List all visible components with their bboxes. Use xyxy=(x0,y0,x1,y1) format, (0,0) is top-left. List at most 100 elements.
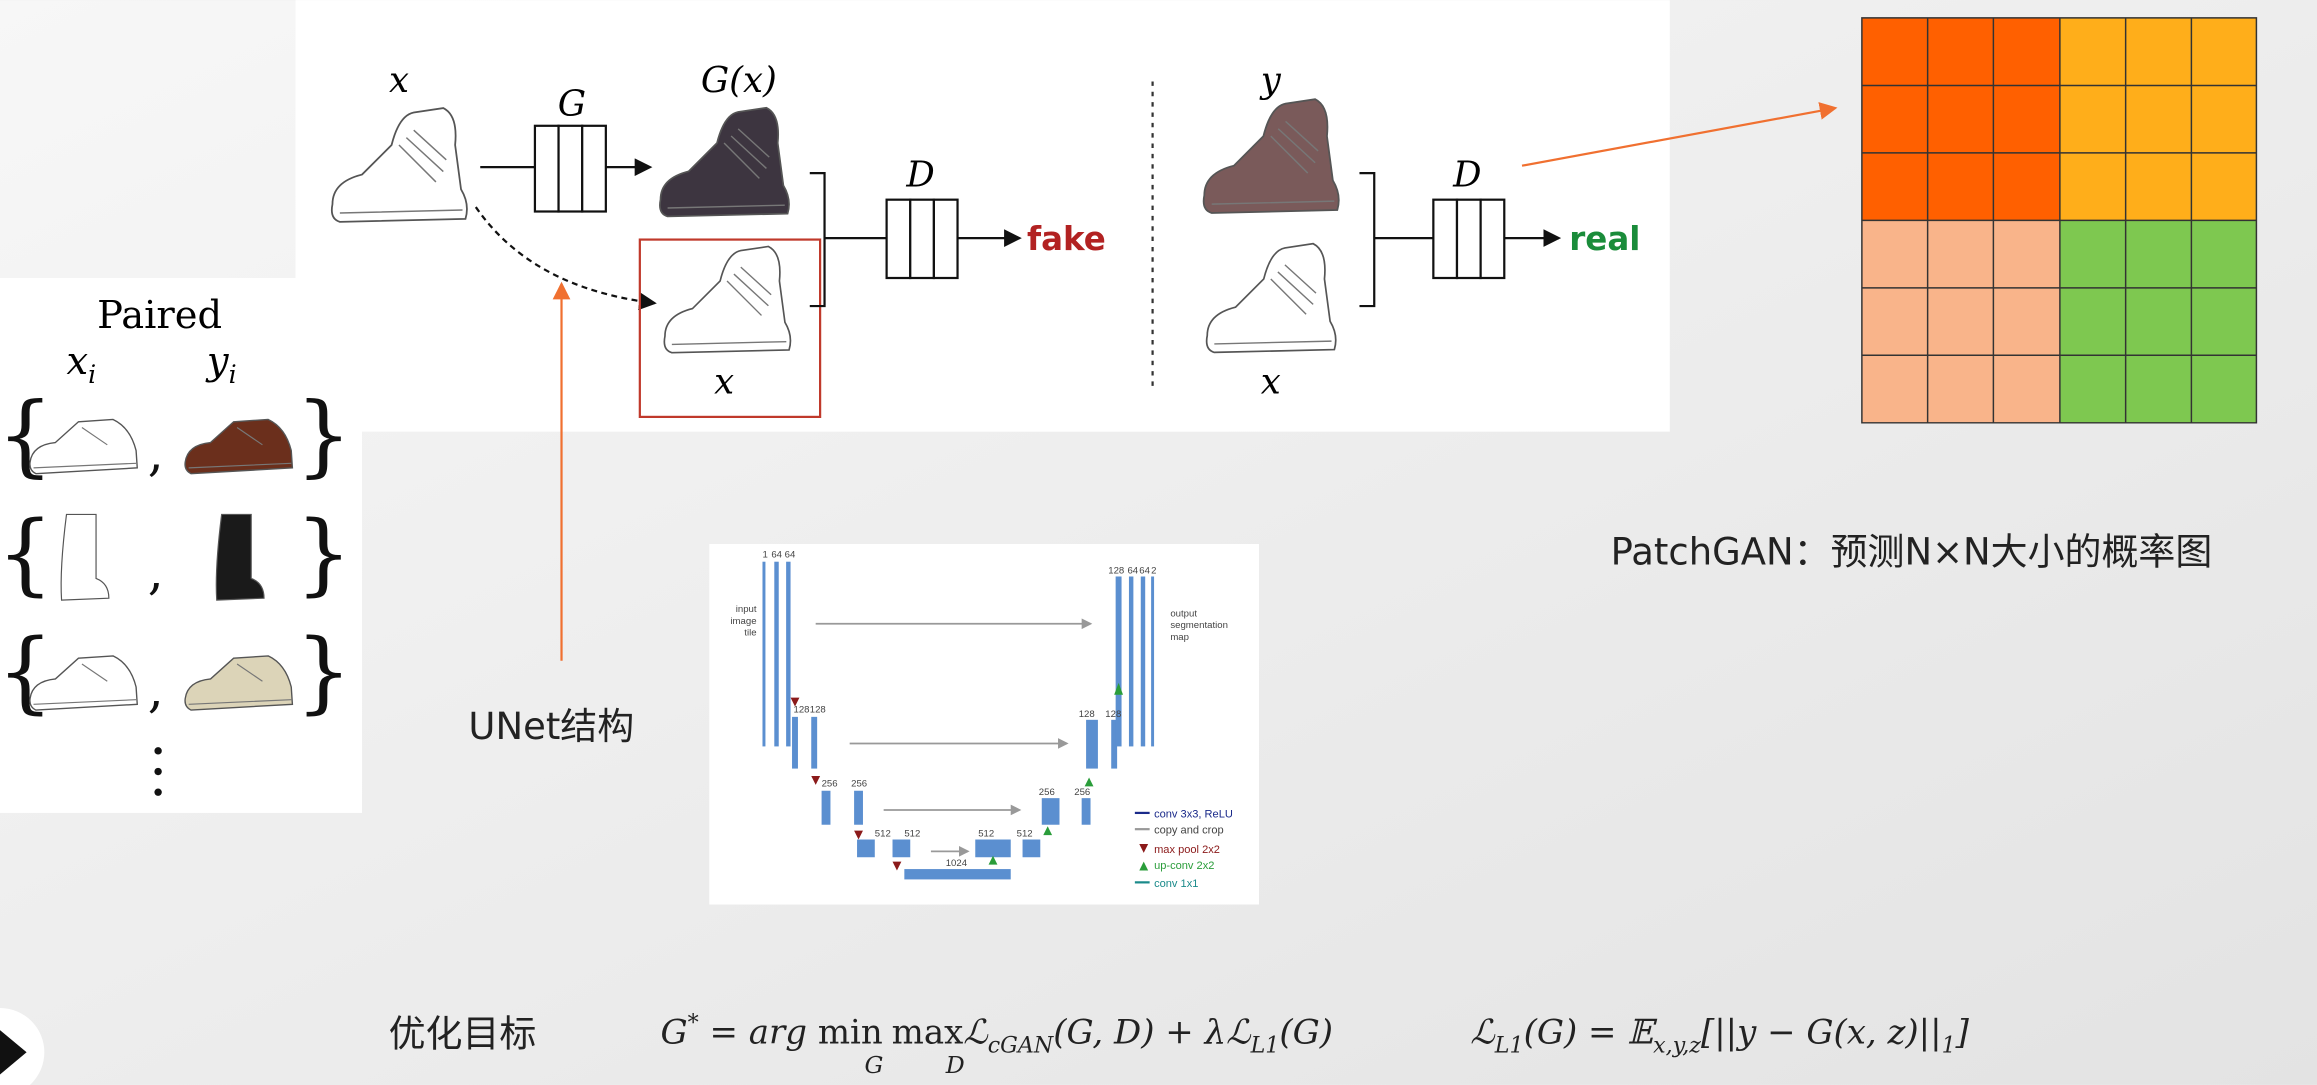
l1-formula: ℒL1(G) = 𝔼x,y,z[||y − G(x, z)||1] xyxy=(1470,1012,1969,1058)
upconv-arrow xyxy=(1043,826,1053,836)
legend-text: max pool 2x2 xyxy=(1154,844,1220,856)
legend-arrow xyxy=(1139,861,1149,871)
text: 128 xyxy=(1079,709,1095,720)
patch-quadrant xyxy=(2059,220,2257,423)
text: cGAN xyxy=(988,1032,1055,1058)
x-label: xi xyxy=(66,339,96,389)
channel-label: 128 128 xyxy=(1079,709,1122,720)
feature-map xyxy=(1151,576,1155,747)
text: 1 xyxy=(762,549,767,560)
underscript: D xyxy=(945,1051,965,1079)
feature-map xyxy=(1128,576,1134,747)
text: 64 xyxy=(1127,566,1138,577)
text: 512 xyxy=(904,829,920,840)
upconv-arrow xyxy=(1114,682,1124,695)
text: 128 xyxy=(794,704,810,715)
text: 128 xyxy=(1108,566,1124,577)
feature-map xyxy=(975,839,1011,858)
feature-map xyxy=(821,790,831,825)
text: 64 xyxy=(771,549,782,560)
patch-quadrant xyxy=(2059,17,2257,221)
text: 512 xyxy=(875,829,891,840)
feature-map xyxy=(786,561,791,747)
channel-label: 512 512 xyxy=(875,829,921,840)
label: G xyxy=(558,83,586,124)
dot xyxy=(154,747,162,755)
dot xyxy=(154,767,162,776)
label: G(x) xyxy=(701,60,777,101)
objective-formula: G* = arg min maxℒcGAN(G, D) + λℒL1(G) xyxy=(661,1010,1334,1058)
feature-map xyxy=(774,561,779,747)
play-button[interactable] xyxy=(0,1030,27,1075)
patch-quadrant xyxy=(1861,220,2060,423)
discriminator-block xyxy=(1432,198,1459,280)
text: 128 xyxy=(810,704,826,715)
channel-label: 256 256 xyxy=(822,778,868,789)
text: ℒ xyxy=(1470,1012,1496,1052)
real-label: real xyxy=(1569,220,1640,258)
generator-block xyxy=(557,124,584,213)
text: L1 xyxy=(1494,1032,1524,1058)
feature-map xyxy=(1115,576,1122,747)
text: output xyxy=(1170,608,1197,619)
upconv-arrow xyxy=(1084,777,1094,787)
label: D xyxy=(905,154,934,195)
bracket xyxy=(1359,171,1434,308)
legend-text: conv 1x1 xyxy=(1154,878,1198,890)
label: x xyxy=(389,60,409,101)
text: 256 xyxy=(1039,787,1055,798)
text: image xyxy=(730,616,756,627)
play-button-bg[interactable] xyxy=(0,1007,45,1085)
text: L1 xyxy=(1250,1032,1280,1058)
objective-label: 优化目标 xyxy=(389,1012,537,1055)
text: 2 xyxy=(1151,566,1156,577)
channel-label: 1024 xyxy=(946,858,968,869)
text: min xyxy=(818,1012,883,1052)
text: (G) = 𝔼 xyxy=(1524,1012,1659,1052)
output-label: output segmentation map xyxy=(1170,608,1228,643)
feature-map xyxy=(792,716,798,769)
pool-arrow xyxy=(892,861,902,871)
legend-arrow xyxy=(1139,843,1149,853)
highlight-box xyxy=(638,238,822,419)
text: 256 xyxy=(851,778,867,789)
text: 128 xyxy=(1105,709,1121,720)
comma: , xyxy=(148,541,164,600)
fake-label: fake xyxy=(1027,220,1106,258)
feature-map xyxy=(1140,576,1146,747)
feature-map xyxy=(857,839,875,858)
channel-label: 256 256 xyxy=(1039,787,1090,798)
symbol: y xyxy=(205,339,230,384)
feature-map xyxy=(854,790,863,825)
channel-label: 128128 xyxy=(794,704,826,715)
patch-quadrant xyxy=(1861,17,2060,221)
feature-map xyxy=(1022,839,1041,858)
feature-map xyxy=(1041,798,1060,825)
generator-block xyxy=(533,124,560,213)
channel-label: 512 512 xyxy=(978,829,1032,840)
discriminator-block xyxy=(1479,198,1506,280)
subscript: i xyxy=(229,360,237,389)
pool-arrow xyxy=(811,775,821,785)
legend-text: up-conv 2x2 xyxy=(1154,860,1214,872)
text: max xyxy=(892,1012,964,1052)
text: tile xyxy=(744,628,756,639)
text: G xyxy=(661,1012,688,1052)
feature-map xyxy=(892,839,911,858)
discriminator-block xyxy=(932,198,959,280)
label: x xyxy=(1261,361,1281,402)
paired-panel xyxy=(0,277,363,813)
brace: } xyxy=(296,502,352,605)
dot xyxy=(154,788,162,796)
text: ] xyxy=(1955,1012,1970,1052)
text: = xyxy=(699,1012,749,1052)
patchgan-caption: PatchGAN：预测N×N大小的概率图 xyxy=(1611,531,2213,574)
legend-text: conv 3x3, ReLU xyxy=(1154,808,1233,820)
pool-arrow xyxy=(790,697,800,707)
label: x xyxy=(714,361,734,402)
text: 512 xyxy=(978,829,994,840)
text: (G, D) + λℒ xyxy=(1053,1012,1252,1052)
legend-text: copy and crop xyxy=(1154,825,1224,837)
text: 512 xyxy=(1017,829,1033,840)
